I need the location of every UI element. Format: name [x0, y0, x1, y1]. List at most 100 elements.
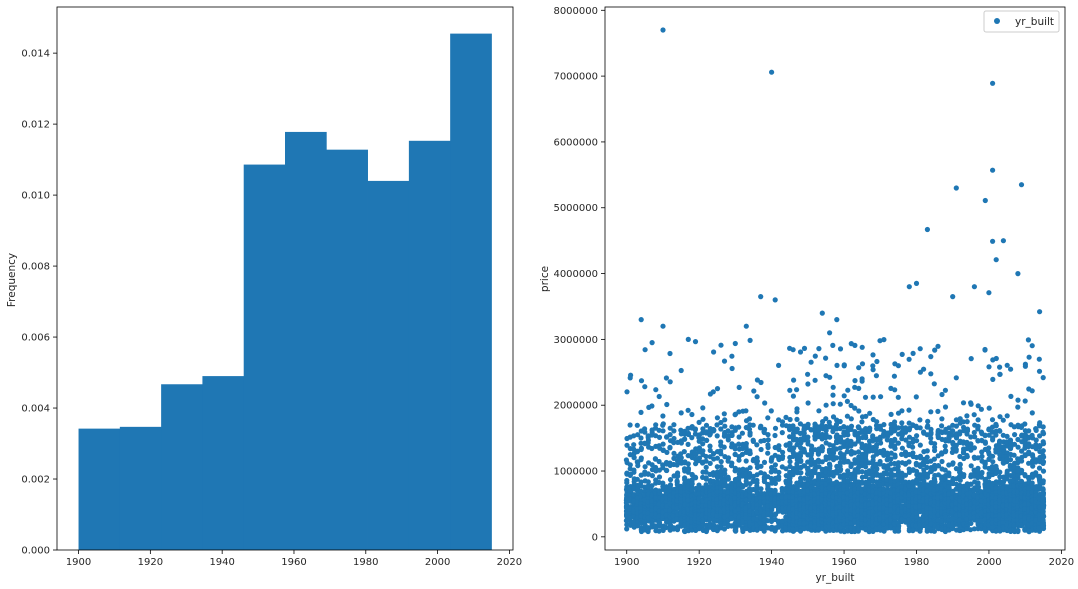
scatter-point [671, 422, 677, 428]
scatter-point [678, 367, 684, 374]
scatter-point [667, 444, 673, 450]
scatter-point [635, 486, 641, 492]
scatter-point [848, 423, 855, 429]
scatter-point [801, 448, 807, 454]
scatter-point [671, 428, 677, 434]
scatter-point [667, 497, 673, 503]
scatter-point [674, 478, 680, 484]
scatter-point [656, 427, 662, 433]
scatter-point [899, 351, 905, 357]
scatter-point [841, 393, 847, 399]
scatter-point [642, 347, 648, 353]
scatter-point [635, 463, 641, 469]
scatter-point [653, 433, 659, 439]
scatter-point [660, 441, 666, 447]
scatter-axes: 1900 1920 1940 1960 1980 2000 2020 01000000200… [539, 6, 1074, 584]
histogram-bar [202, 376, 245, 550]
histogram-bar [450, 33, 492, 550]
histogram-y-tick-label: 0.000 [21, 546, 50, 557]
scatter-point [656, 501, 662, 507]
scatter-point [736, 424, 742, 430]
scatter-point [780, 449, 786, 455]
scatter-point [746, 416, 753, 422]
scatter-point [844, 398, 851, 404]
scatter-point [732, 527, 738, 534]
scatter-point [703, 528, 710, 535]
scatter-point [874, 465, 880, 472]
scatter-point [670, 513, 677, 519]
scatter-point [721, 444, 727, 450]
scatter-point [700, 426, 706, 432]
scatter-point [729, 353, 735, 359]
scatter-point [791, 377, 797, 383]
scatter-point [718, 451, 724, 457]
histogram-axes: 1900 1920 1940 1960 1980 2000 2020 0.0000.0020… [6, 6, 522, 568]
scatter-point [696, 419, 702, 425]
scatter-point [710, 472, 717, 478]
scatter-point [638, 378, 645, 384]
histogram-y-tick-label: 0.006 [21, 333, 50, 344]
scatter-point [728, 463, 735, 469]
scatter-point [787, 459, 793, 465]
scatter-point [798, 457, 804, 463]
scatter-point [856, 385, 862, 391]
scatter-point [710, 428, 717, 434]
scatter-point [634, 476, 640, 482]
scatter-point [707, 447, 713, 453]
scatter-point [870, 394, 876, 400]
scatter-point [772, 462, 779, 468]
scatter-point [623, 500, 630, 506]
scatter-point [696, 455, 703, 461]
scatter-point [703, 464, 709, 470]
scatter-point [656, 520, 663, 526]
scatter-point [631, 467, 637, 473]
scatter-point [878, 394, 884, 400]
scatter-point [638, 488, 644, 494]
scatter-point [685, 430, 692, 436]
scatter-point [747, 465, 753, 471]
scatter-point [635, 432, 641, 438]
scatter-point [910, 444, 916, 450]
scatter-point [656, 458, 662, 465]
scatter-point [808, 359, 814, 365]
scatter-point [624, 526, 630, 532]
scatter-point [685, 461, 691, 467]
scatter-point [899, 408, 905, 414]
scatter-point [667, 350, 673, 357]
scatter-point [685, 407, 691, 413]
scatter-point [743, 408, 749, 414]
scatter-point [682, 436, 688, 442]
scatter-point [631, 442, 637, 448]
scatter-point [906, 407, 912, 413]
scatter-point [779, 430, 785, 436]
scatter-point [685, 467, 692, 473]
scatter-point [714, 433, 720, 439]
scatter-point [653, 422, 659, 428]
scatter-point [762, 400, 768, 406]
scatter-point [714, 386, 721, 392]
scatter-point [685, 441, 691, 447]
scatter-point [667, 484, 673, 490]
scatter-point [870, 352, 876, 358]
scatter-point [692, 474, 699, 480]
scatter-point [624, 389, 630, 395]
histogram-bars [78, 33, 492, 551]
histogram-x-tick-label: 1980 [353, 557, 378, 568]
scatter-point [703, 458, 709, 464]
scatter-point [776, 469, 782, 475]
scatter-point [747, 337, 753, 343]
scatter-point [710, 389, 716, 395]
scatter-point [642, 464, 648, 470]
histogram-bar [326, 149, 368, 550]
scatter-point [856, 408, 862, 414]
scatter-point [703, 469, 709, 475]
scatter-point [805, 400, 811, 406]
scatter-point [841, 362, 847, 368]
scatter-point [663, 524, 669, 531]
scatter-point [656, 474, 663, 480]
scatter-point [895, 440, 902, 446]
scatter-point [664, 467, 670, 474]
scatter-point [830, 401, 836, 407]
scatter-point [816, 346, 822, 352]
